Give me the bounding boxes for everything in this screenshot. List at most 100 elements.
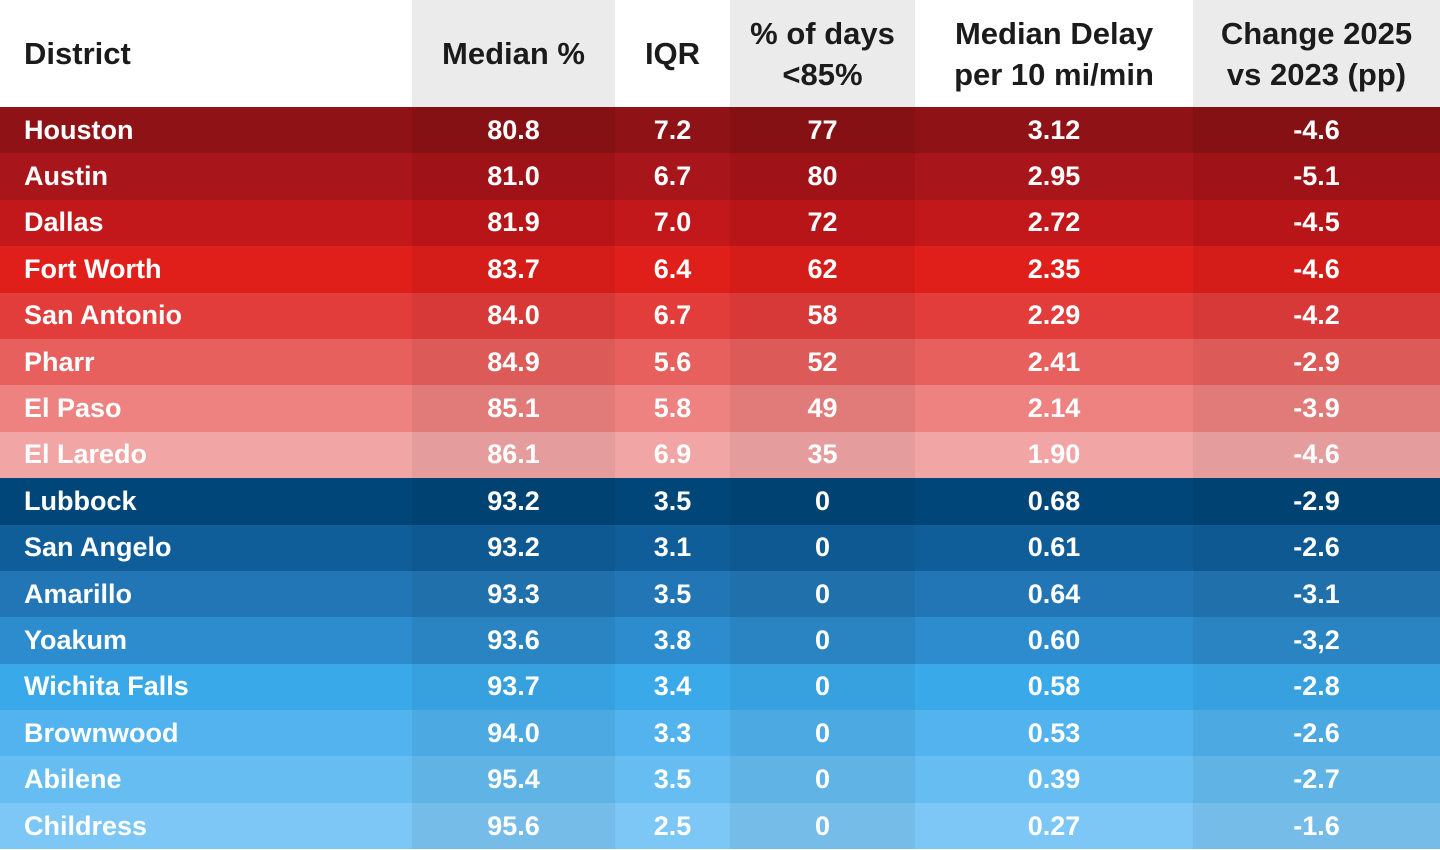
table-row: Abilene 95.4 3.5 0 0.39 -2.7 [0,756,1440,803]
value-cell: 94.0 [412,710,615,756]
value-cell: -2.8 [1193,664,1440,710]
table-body: Houston 80.8 7.2 77 3.12 -4.6 Austin 81.0 6.7 80 2… [0,107,1440,850]
table-row: Wichita Falls 93.7 3.4 0 0.58 -2.8 [0,663,1440,711]
value-cell: 1.90 [1027,439,1081,470]
value-cell: 2.14 [1027,393,1081,424]
value-cell: 86.1 [412,432,615,478]
value-cell: 93.2 [412,478,615,524]
table-row: Yoakum 93.6 3.8 0 0.60 -3,2 [0,617,1440,664]
column-header: Median % [412,0,615,107]
value-cell: 49 [730,385,915,431]
value-cell: 0.60 [1027,624,1081,655]
value-cell: 5.8 [653,393,692,424]
value-cell: 6.9 [653,439,692,470]
value-cell: 85.1 [412,385,615,431]
district-cell: Pharr [24,346,95,377]
value-cell: -4.5 [1193,200,1440,246]
value-cell: 0 [730,710,915,756]
table-row: Childress 95.6 2.5 0 0.27 -1.6 [0,802,1440,850]
value-cell: -5.1 [1193,153,1440,199]
value-cell: 3.3 [653,717,692,748]
value-cell: 0.61 [1027,532,1081,563]
value-cell: -3.1 [1193,571,1440,617]
value-cell: 0 [730,617,915,663]
column-header: Change 2025 vs 2023 (pp) [1193,0,1440,107]
value-cell: 84.0 [412,293,615,339]
value-cell: -1.6 [1193,803,1440,849]
table-row: Brownwood 94.0 3.3 0 0.53 -2.6 [0,710,1440,757]
table-row: San Angelo 93.2 3.1 0 0.61 -2.6 [0,524,1440,571]
value-cell: 0 [730,756,915,802]
value-cell: -2.7 [1193,756,1440,802]
district-cell: Lubbock [24,485,137,516]
value-cell: 52 [730,339,915,385]
table-row: Fort Worth 83.7 6.4 62 2.35 -4.6 [0,246,1440,293]
table-row: Pharr 84.9 5.6 52 2.41 -2.9 [0,338,1440,386]
district-cell: Amarillo [24,578,133,609]
table-row: El Laredo 86.1 6.9 35 1.90 -4.6 [0,431,1440,479]
value-cell: -3.9 [1193,385,1440,431]
value-cell: 93.7 [412,664,615,710]
value-cell: 2.29 [1027,300,1081,331]
value-cell: 0.39 [1027,764,1081,795]
district-cell: Fort Worth [24,253,162,284]
district-cell: Houston [24,114,134,145]
district-cell: Childress [24,810,148,841]
value-cell: 77 [730,107,915,153]
value-cell: 0.64 [1027,578,1081,609]
table-row: Houston 80.8 7.2 77 3.12 -4.6 [0,107,1440,154]
value-cell: 6.4 [653,253,692,284]
district-cell: San Angelo [24,532,172,563]
value-cell: 7.2 [653,114,692,145]
value-cell: 0.53 [1027,717,1081,748]
value-cell: 2.41 [1027,346,1081,377]
district-cell: Yoakum [24,624,128,655]
column-header: % of days <85% [730,0,915,107]
value-cell: 81.0 [412,153,615,199]
value-cell: -2.9 [1193,339,1440,385]
value-cell: 93.6 [412,617,615,663]
value-cell: 3.12 [1027,114,1081,145]
value-cell: 2.95 [1027,161,1081,192]
table-row: San Antonio 84.0 6.7 58 2.29 -4.2 [0,292,1440,339]
value-cell: 72 [730,200,915,246]
district-cell: Abilene [24,764,122,795]
value-cell: 0 [730,525,915,571]
value-cell: 3.5 [653,764,692,795]
value-cell: 93.3 [412,571,615,617]
value-cell: 83.7 [412,246,615,292]
value-cell: 0.68 [1027,485,1081,516]
value-cell: 2.35 [1027,253,1081,284]
table-row: Amarillo 93.3 3.5 0 0.64 -3.1 [0,570,1440,618]
value-cell: -4.6 [1193,246,1440,292]
value-cell: 95.4 [412,756,615,802]
value-cell: 84.9 [412,339,615,385]
value-cell: 6.7 [653,161,692,192]
value-cell: -2.9 [1193,478,1440,524]
value-cell: 3.5 [653,485,692,516]
table-row: El Paso 85.1 5.8 49 2.14 -3.9 [0,385,1440,432]
value-cell: 35 [730,432,915,478]
column-header: District [24,36,131,71]
value-cell: 58 [730,293,915,339]
district-cell: Brownwood [24,717,179,748]
value-cell: 3.5 [653,578,692,609]
value-cell: 3.8 [653,624,692,655]
value-cell: 0.27 [1027,810,1081,841]
value-cell: -4.6 [1193,107,1440,153]
value-cell: 81.9 [412,200,615,246]
value-cell: 62 [730,246,915,292]
value-cell: 3.1 [653,532,692,563]
value-cell: 0 [730,803,915,849]
value-cell: 95.6 [412,803,615,849]
district-cell: San Antonio [24,300,182,331]
district-cell: El Paso [24,393,122,424]
value-cell: -2.6 [1193,525,1440,571]
column-header: Median Delay per 10 mi/min [954,15,1154,92]
value-cell: 0.58 [1027,671,1081,702]
table-row: Lubbock 93.2 3.5 0 0.68 -2.9 [0,478,1440,525]
value-cell: 2.72 [1027,207,1081,238]
value-cell: 93.2 [412,525,615,571]
